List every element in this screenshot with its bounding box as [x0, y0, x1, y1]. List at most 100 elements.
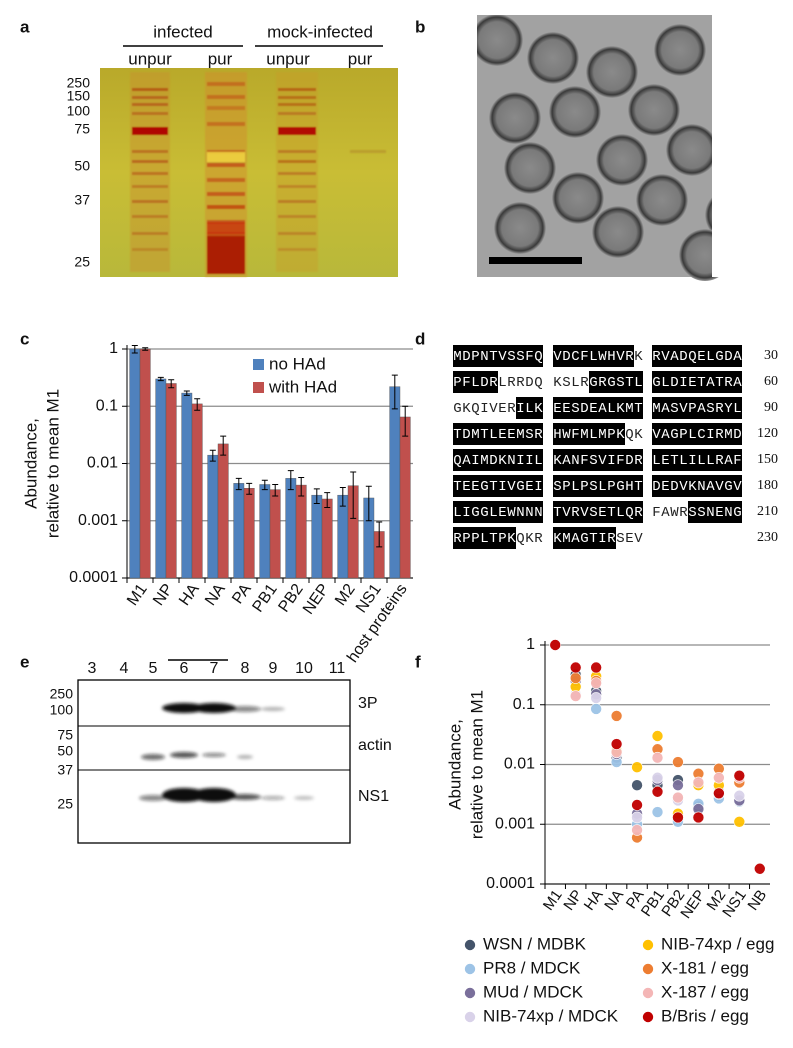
gel-band: [132, 127, 168, 135]
dot: [590, 661, 602, 674]
lane-number: 10: [295, 660, 313, 677]
legend-label: PR8 / MDCK: [483, 958, 581, 977]
error-bar: [313, 488, 320, 505]
dot: [651, 751, 664, 764]
dot: [692, 811, 705, 824]
error-bar: [209, 449, 216, 462]
mw-marker: 50: [57, 743, 73, 759]
gel-band: [207, 192, 245, 196]
gel-band: [207, 106, 245, 110]
residue-shade: [453, 501, 543, 523]
panel-label: e: [20, 652, 29, 671]
bar: [155, 378, 167, 579]
sequence-block: KMAGTIRSEV: [553, 531, 643, 547]
x-tick-label: PB1: [249, 581, 280, 616]
legend-marker: [464, 1011, 476, 1023]
dot: [753, 862, 766, 875]
sequence-block: GKQIVERILK: [453, 401, 543, 417]
blot-band: [294, 796, 314, 800]
virion: [636, 174, 688, 226]
lane-label: pur: [348, 49, 373, 68]
blot-band: [192, 788, 236, 802]
gel-band: [207, 222, 245, 234]
virion: [527, 32, 579, 84]
legend-marker: [464, 987, 476, 999]
dot: [733, 815, 746, 828]
bar: [399, 416, 411, 579]
sequence-block: EESDEALKMT: [553, 401, 642, 417]
error-bar: [287, 470, 294, 491]
legend-label: no HAd: [269, 354, 326, 373]
residue-shade: [652, 345, 742, 367]
lane-label: unpur: [128, 49, 172, 68]
blot-band: [237, 755, 253, 759]
y-tick-label: 0.1: [96, 397, 118, 414]
y-axis-label: relative to mean M1: [43, 389, 62, 538]
lane-label: unpur: [266, 49, 310, 68]
dot: [651, 730, 664, 742]
sequence-block: RPPLTPKQKR: [453, 531, 543, 547]
sequence-block: PFLDRLRRDQ: [453, 375, 542, 391]
residue-shade: [553, 449, 643, 471]
dot: [713, 771, 725, 784]
gel-band: [207, 95, 245, 99]
gel-band: [278, 248, 316, 251]
gel-band: [278, 232, 316, 235]
blot-band: [192, 703, 236, 713]
gel-band: [207, 152, 245, 162]
lane-number: 6: [180, 660, 189, 677]
dot: [569, 661, 582, 674]
y-tick-label: 0.01: [87, 455, 118, 472]
error-bar: [142, 347, 149, 351]
gel-bands: [130, 72, 386, 277]
panel-label: f: [415, 652, 421, 671]
x-tick-label: NA: [202, 581, 229, 609]
dot: [651, 771, 664, 784]
y-tick-label: 0.1: [513, 696, 535, 713]
bar: [165, 383, 177, 579]
lane-number: 9: [269, 660, 278, 677]
dot: [549, 639, 562, 651]
bar: [295, 484, 307, 579]
residue-shade: [553, 501, 643, 523]
legend-swatch: [253, 359, 264, 370]
gel-band: [278, 103, 316, 106]
mw-marker: 100: [67, 103, 91, 119]
dot: [590, 677, 602, 689]
dot: [610, 710, 623, 722]
gel-band: [278, 150, 316, 153]
dot: [651, 785, 664, 798]
dot: [672, 756, 684, 768]
sequence-block: QAIMDKNIIL: [453, 453, 542, 469]
y-tick-label: 0.01: [504, 756, 535, 773]
error-bar: [376, 521, 383, 548]
bar: [233, 483, 245, 579]
mw-marker: 25: [57, 796, 73, 812]
residue-shade: [652, 423, 742, 445]
residue-shade: [453, 423, 543, 445]
sequence-block: DEDVKNAVGV: [652, 479, 742, 495]
sequence-block: FAWRSSNENG: [652, 505, 741, 521]
error-bar: [339, 487, 346, 507]
residue-shade: [652, 475, 742, 497]
virion: [471, 14, 523, 66]
blot-band: [202, 753, 226, 757]
virion: [504, 142, 556, 194]
scale-bar: [489, 257, 582, 264]
error-bar: [194, 398, 201, 411]
residue-shade: [553, 423, 625, 445]
gel-band: [278, 160, 316, 163]
gel-band: [132, 103, 168, 106]
residue-shade: [652, 449, 742, 471]
x-tick-label: NP: [150, 581, 177, 609]
lane-number: 11: [329, 660, 346, 677]
residue-number: 30: [764, 348, 778, 363]
dot: [733, 789, 746, 802]
residue-shade: [516, 397, 543, 419]
error-bar: [272, 483, 279, 497]
gel-band: [132, 248, 168, 251]
gel-band: [132, 200, 168, 203]
lane-number: 7: [210, 660, 219, 677]
mw-marker: 75: [57, 727, 73, 743]
lane-number: 3: [88, 660, 97, 677]
